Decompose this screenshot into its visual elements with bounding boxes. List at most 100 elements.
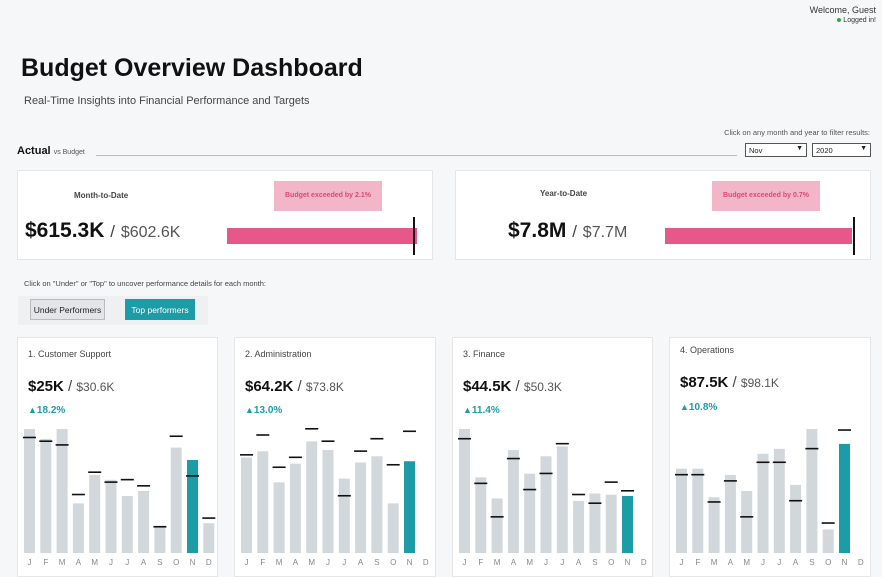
- month-tick-label[interactable]: D: [206, 558, 212, 567]
- actual-bar[interactable]: [790, 485, 801, 553]
- actual-bar[interactable]: [758, 454, 769, 553]
- department-card[interactable]: 3. Finance $44.5K / $50.3K ▲11.4% JFMAMJ…: [452, 337, 653, 577]
- actual-bar[interactable]: [371, 456, 382, 553]
- actual-bar[interactable]: [692, 469, 703, 553]
- month-tick-label[interactable]: A: [793, 558, 799, 567]
- month-tick-label[interactable]: N: [407, 558, 413, 567]
- month-tick-label[interactable]: F: [43, 558, 48, 567]
- month-tick-label[interactable]: M: [743, 558, 750, 567]
- actual-bar[interactable]: [404, 461, 415, 553]
- month-tick-label[interactable]: J: [342, 558, 346, 567]
- actual-bar[interactable]: [355, 462, 366, 553]
- department-card[interactable]: 1. Customer Support $25K / $30.6K ▲18.2%…: [17, 337, 218, 577]
- month-tick-label[interactable]: J: [463, 558, 467, 567]
- month-tick-label[interactable]: A: [576, 558, 582, 567]
- actual-bar[interactable]: [106, 480, 117, 553]
- month-tick-label[interactable]: J: [109, 558, 113, 567]
- month-tick-label[interactable]: J: [125, 558, 129, 567]
- month-tick-label[interactable]: M: [276, 558, 283, 567]
- actual-bar[interactable]: [839, 444, 850, 553]
- actual-bar[interactable]: [323, 450, 334, 553]
- month-tick-label[interactable]: A: [76, 558, 82, 567]
- actual-bar[interactable]: [741, 491, 752, 553]
- actual-bar[interactable]: [508, 450, 519, 553]
- month-tick-label[interactable]: A: [358, 558, 364, 567]
- month-tick-label[interactable]: J: [245, 558, 249, 567]
- month-tick-label[interactable]: M: [711, 558, 718, 567]
- actual-bar[interactable]: [524, 474, 535, 553]
- actual-bar[interactable]: [171, 448, 182, 553]
- month-tick-label[interactable]: M: [59, 558, 66, 567]
- month-tick-label[interactable]: M: [308, 558, 315, 567]
- month-tick-label[interactable]: S: [809, 558, 814, 567]
- actual-bar[interactable]: [274, 482, 285, 553]
- month-tick-label[interactable]: F: [260, 558, 265, 567]
- month-tick-label[interactable]: D: [641, 558, 647, 567]
- actual-bar[interactable]: [257, 451, 268, 553]
- month-tick-label[interactable]: J: [761, 558, 765, 567]
- month-tick-label[interactable]: O: [825, 558, 831, 567]
- actual-bar[interactable]: [774, 449, 785, 553]
- month-tick-label[interactable]: J: [28, 558, 32, 567]
- actual-bar[interactable]: [57, 429, 68, 553]
- actual-bar[interactable]: [725, 475, 736, 553]
- year-select[interactable]: 2020 ▼: [812, 143, 871, 157]
- month-tick-label[interactable]: M: [91, 558, 98, 567]
- actual-bar[interactable]: [290, 464, 301, 553]
- month-tick-label[interactable]: O: [390, 558, 396, 567]
- top-performers-button[interactable]: Top performers: [125, 299, 195, 320]
- actual-bar[interactable]: [475, 477, 486, 553]
- actual-bar[interactable]: [622, 496, 633, 553]
- actual-bar[interactable]: [541, 456, 552, 553]
- actual-bar[interactable]: [709, 497, 720, 553]
- actual-bar[interactable]: [339, 479, 350, 553]
- actual-bar[interactable]: [388, 503, 399, 553]
- month-tick-label[interactable]: J: [326, 558, 330, 567]
- month-tick-label[interactable]: M: [526, 558, 533, 567]
- actual-bar[interactable]: [138, 491, 149, 553]
- month-tick-label[interactable]: J: [777, 558, 781, 567]
- month-tick-label[interactable]: S: [157, 558, 162, 567]
- month-tick-label[interactable]: N: [190, 558, 196, 567]
- month-tick-label[interactable]: S: [374, 558, 379, 567]
- actual-bar[interactable]: [806, 429, 817, 553]
- ytd-card[interactable]: Year-to-Date Budget exceeded by 0.7% $7.…: [455, 170, 871, 260]
- actual-bar[interactable]: [606, 495, 617, 553]
- month-tick-label[interactable]: S: [592, 558, 597, 567]
- month-tick-label[interactable]: F: [695, 558, 700, 567]
- month-tick-label[interactable]: A: [293, 558, 299, 567]
- month-tick-label[interactable]: O: [173, 558, 179, 567]
- actual-bar[interactable]: [89, 475, 100, 553]
- month-tick-label[interactable]: M: [494, 558, 501, 567]
- month-tick-label[interactable]: A: [728, 558, 734, 567]
- month-tick-label[interactable]: F: [478, 558, 483, 567]
- actual-bar[interactable]: [823, 529, 834, 553]
- month-tick-label[interactable]: J: [544, 558, 548, 567]
- month-select[interactable]: Nov ▼: [745, 143, 807, 157]
- actual-bar[interactable]: [40, 439, 51, 553]
- department-card[interactable]: 2. Administration $64.2K / $73.8K ▲13.0%…: [234, 337, 436, 577]
- month-tick-label[interactable]: N: [625, 558, 631, 567]
- mtd-card[interactable]: Month-to-Date Budget exceeded by 2.1% $6…: [17, 170, 433, 260]
- actual-bar[interactable]: [203, 523, 214, 553]
- actual-bar[interactable]: [122, 496, 133, 553]
- month-tick-label[interactable]: D: [858, 558, 864, 567]
- actual-bar[interactable]: [676, 469, 687, 553]
- actual-bar[interactable]: [154, 526, 165, 553]
- actual-bar[interactable]: [306, 441, 317, 553]
- month-tick-label[interactable]: N: [842, 558, 848, 567]
- month-tick-label[interactable]: A: [141, 558, 147, 567]
- actual-bar[interactable]: [492, 498, 503, 553]
- month-tick-label[interactable]: J: [680, 558, 684, 567]
- under-performers-button[interactable]: Under Performers: [30, 299, 105, 320]
- actual-bar[interactable]: [73, 503, 84, 553]
- actual-bar[interactable]: [24, 429, 35, 553]
- month-tick-label[interactable]: D: [423, 558, 429, 567]
- actual-bar[interactable]: [573, 501, 584, 553]
- department-card[interactable]: 4. Operations $87.5K / $98.1K ▲10.8% JFM…: [669, 337, 871, 577]
- actual-bar[interactable]: [459, 429, 470, 553]
- actual-bar[interactable]: [187, 460, 198, 553]
- actual-bar[interactable]: [241, 458, 252, 553]
- month-tick-label[interactable]: A: [511, 558, 517, 567]
- actual-bar[interactable]: [557, 446, 568, 553]
